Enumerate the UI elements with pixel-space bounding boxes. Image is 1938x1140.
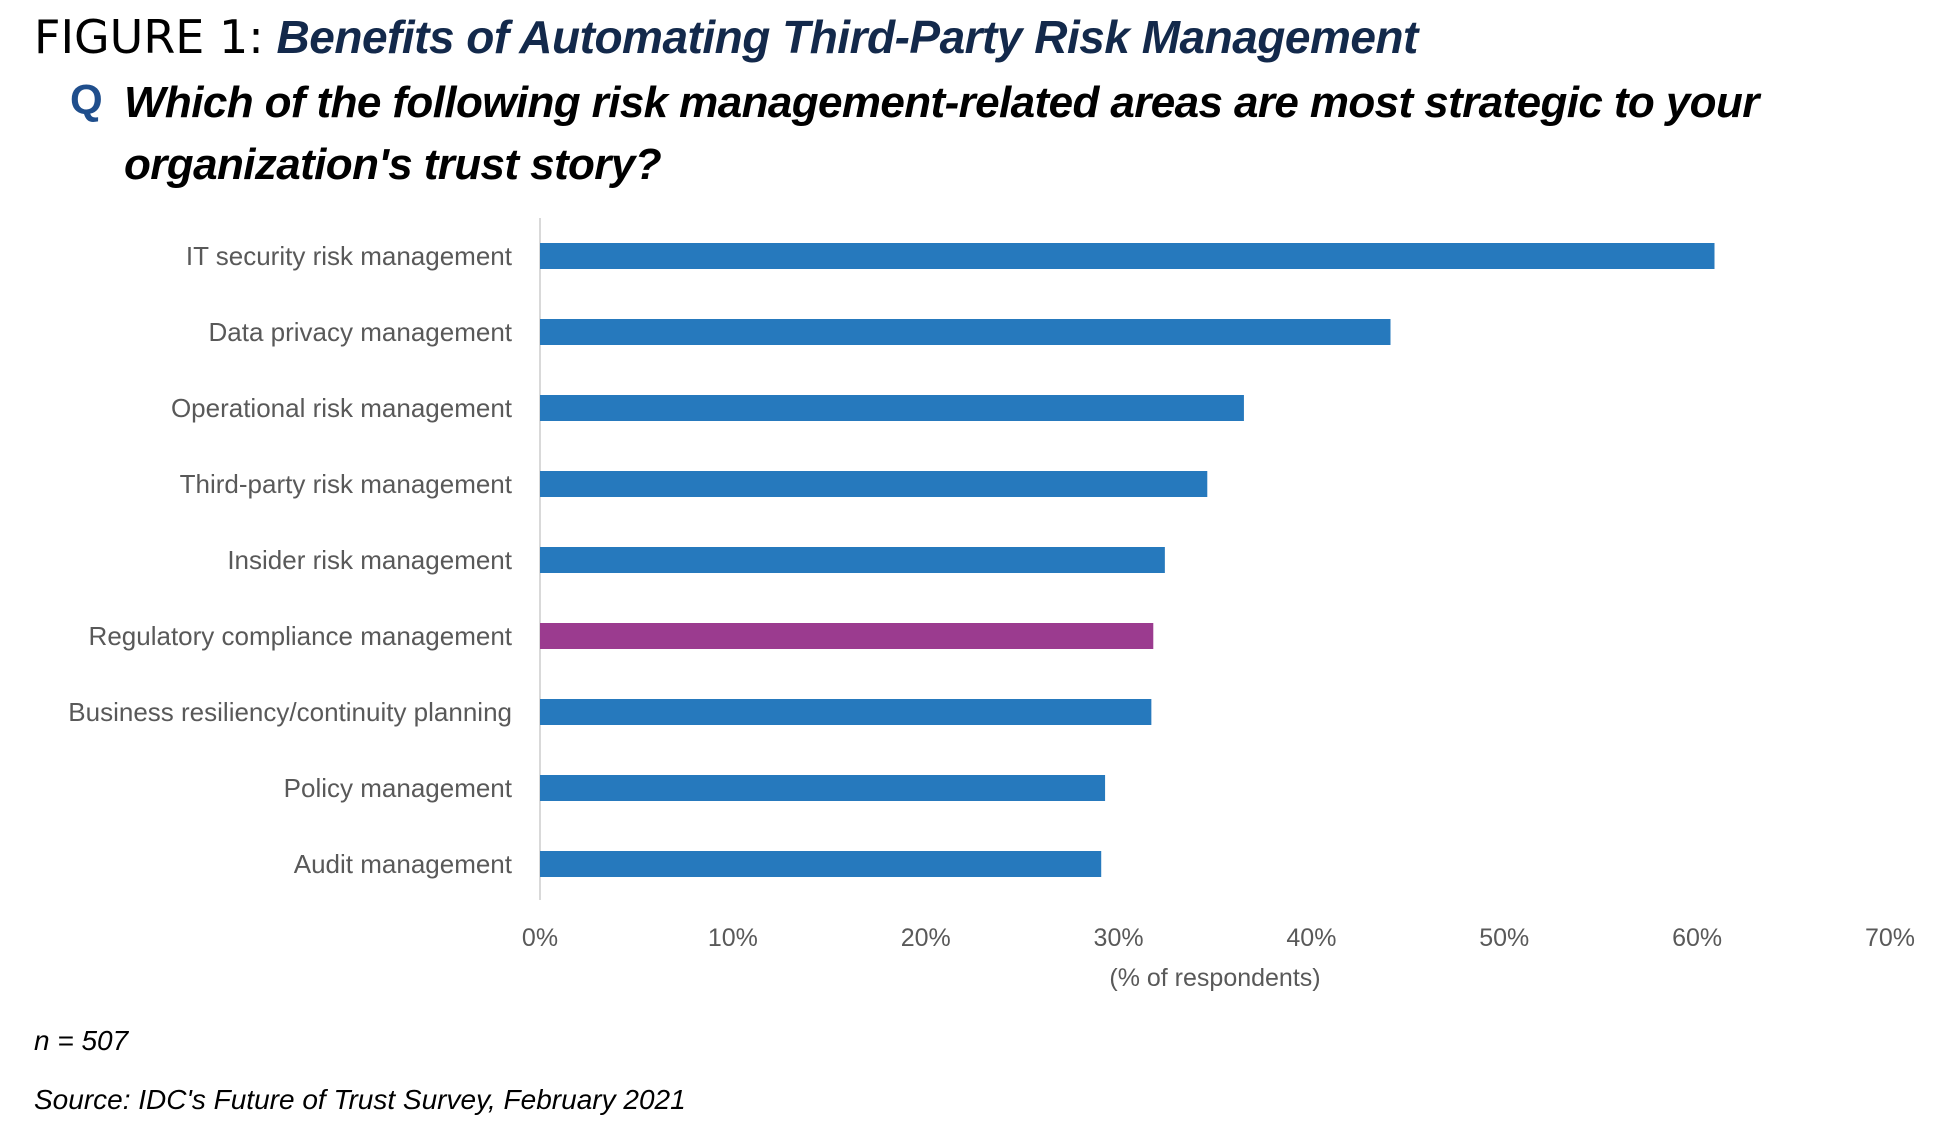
figure-name: Benefits of Automating Third-Party Risk … — [276, 11, 1419, 63]
category-label-8: Audit management — [294, 849, 513, 879]
bar-5 — [540, 623, 1154, 649]
bar-8 — [540, 851, 1102, 877]
bar-6 — [540, 699, 1152, 725]
x-tick-label-5: 50% — [1479, 924, 1529, 952]
sample-size-note: n = 507 — [34, 1025, 129, 1056]
bar-3 — [540, 471, 1208, 497]
bar-7 — [540, 775, 1106, 801]
question-marker: Q — [70, 76, 103, 123]
figure-title: FIGURE 1: Benefits of Automating Third-P… — [34, 10, 1418, 64]
category-label-7: Policy management — [284, 773, 513, 803]
x-tick-label-3: 30% — [1094, 924, 1144, 952]
bar-4 — [540, 547, 1165, 573]
x-tick-label-4: 40% — [1286, 924, 1336, 952]
category-label-3: Third-party risk management — [180, 469, 513, 499]
x-tick-label-2: 20% — [901, 924, 951, 952]
x-axis-title: (% of respondents) — [1109, 964, 1320, 992]
bar-2 — [540, 395, 1244, 421]
question-text: Which of the following risk management-r… — [124, 72, 1770, 196]
category-label-1: Data privacy management — [209, 317, 513, 347]
source-note: Source: IDC's Future of Trust Survey, Fe… — [34, 1084, 686, 1115]
bar-1 — [540, 319, 1391, 345]
question-line-2: organization's trust story? — [124, 140, 662, 189]
x-tick-label-7: 70% — [1865, 924, 1915, 952]
category-label-6: Business resiliency/continuity planning — [68, 697, 512, 727]
x-tick-label-0: 0% — [522, 924, 558, 952]
bar-0 — [540, 243, 1715, 269]
x-tick-label-6: 60% — [1672, 924, 1722, 952]
question-line-1: Which of the following risk management-r… — [124, 78, 1759, 127]
category-label-4: Insider risk management — [227, 545, 512, 575]
category-label-5: Regulatory compliance management — [89, 621, 513, 651]
question: Q Which of the following risk management… — [70, 72, 1770, 196]
figure-prefix: FIGURE 1: — [34, 10, 264, 64]
category-label-2: Operational risk management — [171, 393, 513, 423]
bar-chart: IT security risk management Data privacy … — [68, 218, 1915, 992]
x-tick-label-1: 10% — [708, 924, 758, 952]
category-label-0: IT security risk management — [186, 241, 513, 271]
